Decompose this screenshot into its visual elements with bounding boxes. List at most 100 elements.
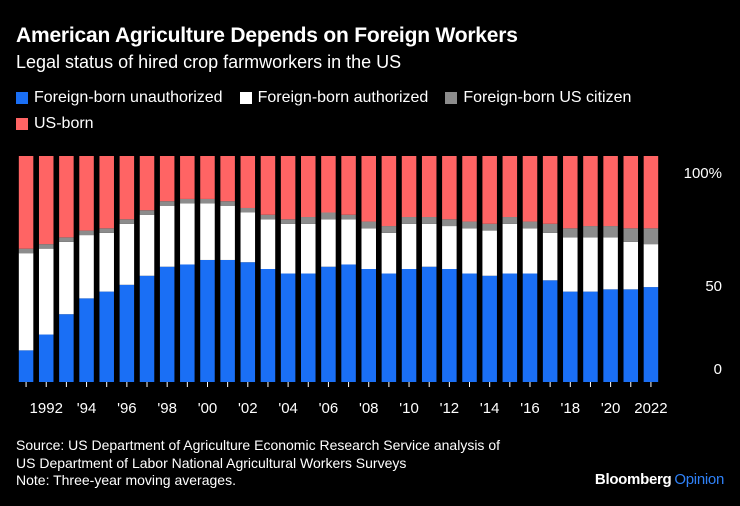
bar-segment [79,298,94,382]
x-tick-label: '08 [359,400,379,417]
bar-segment [180,203,195,265]
bar-segment [442,226,457,269]
chart-footer: Source: US Department of Agriculture Eco… [16,437,500,490]
bar-segment [361,221,376,229]
legend-label-us-born: US-born [34,115,94,132]
bar-segment [18,156,34,249]
x-tick-label: '20 [601,400,621,417]
bar-segment [180,156,195,199]
bar-segment [522,273,538,382]
bar-segment [563,291,578,382]
bar-segment [59,156,74,238]
bar-segment [280,219,296,224]
bar-segment [180,264,195,382]
bar-segment [502,217,518,224]
x-tick-label: '06 [319,400,339,417]
bar-segment [38,334,54,382]
bar-segment [59,241,74,315]
bar-segment [341,214,356,220]
bar-segment [341,264,356,382]
bar-segment [159,205,175,267]
bar-segment [502,156,518,218]
x-tick-label: '94 [77,400,97,417]
bar-segment [623,289,639,382]
bar-segment [442,269,457,382]
bar-segment [280,223,296,274]
bar-segment [421,217,437,224]
chart-title: American Agriculture Depends on Foreign … [16,24,518,47]
x-tick-label: '18 [561,400,581,417]
bar-segment [643,244,659,288]
bar-segment [260,219,276,269]
source-line-2: US Department of Labor National Agricult… [16,454,407,471]
bar-segment [623,156,639,229]
x-tick-label: '00 [198,400,218,417]
y-tick-label: 50 [705,278,722,295]
bar-segment [321,219,336,267]
bar-segment [119,219,135,224]
bar-segment [200,259,215,382]
source-line-1: Source: US Department of Agriculture Eco… [16,437,500,453]
bar-segment [159,156,175,202]
bar-segment [583,226,598,238]
bar-segment [643,228,659,245]
bar-segment [442,219,457,227]
bar-segment [421,223,437,267]
x-tick-label: '10 [399,400,419,417]
bar-segment [18,350,34,382]
x-tick-label: '16 [520,400,540,417]
x-tick-label: '04 [278,400,298,417]
bar-segment [522,221,538,229]
x-tick-label: '96 [117,400,137,417]
bar-segment [381,232,397,274]
bar-segment [200,156,215,199]
x-tick-label: '98 [157,400,177,417]
chart-note: Note: Three-year moving averages. [16,472,236,488]
bar-segment [240,207,256,213]
bar-segment [421,156,437,218]
legend-item-us-citizen: Foreign-born US citizen [445,88,631,108]
bar-segment [119,156,135,220]
bar-segment [462,273,477,382]
bar-segment [59,237,74,242]
bar-segment [563,156,578,229]
brand-name: Bloomberg [594,471,672,488]
bar-segment [341,156,356,215]
bar-segment [321,266,336,382]
chart-subtitle: Legal status of hired crop farmworkers i… [16,52,402,72]
bar-segment [220,156,235,202]
bar-segment [301,156,316,218]
bar-segment [321,156,336,213]
y-tick-label: 100% [684,165,722,182]
bar-segment [583,237,598,292]
bar-segment [643,156,659,229]
bar-segment [79,156,94,231]
legend-item-authorized: Foreign-born authorized [239,88,428,108]
bar-segment [401,223,417,269]
bar-segment [79,230,94,236]
brand-logo: Bloomberg Opinion [595,471,724,488]
legend-swatch-us-citizen [445,92,458,104]
bar-segment [482,223,497,231]
bar-segment [381,226,397,233]
bar-segment [401,217,417,224]
bar-segment [482,275,497,382]
bar-segment [240,156,256,208]
bar-segment [623,241,639,290]
bar-segment [361,269,376,382]
bar-segment [482,230,497,276]
bar-segment [522,156,538,222]
bar-segment [139,156,155,211]
legend: Foreign-born unauthorized Foreign-born a… [16,88,716,134]
bar-segment [421,266,437,382]
bar-segment [542,223,558,233]
bar-segment [301,223,316,274]
bar-segment [139,210,155,215]
bar-segment [563,228,578,238]
bar-segment [18,248,34,254]
bar-segment [99,228,114,233]
bar-segment [603,156,618,227]
bar-segment [583,156,598,227]
bar-segment [623,228,639,242]
bar-segment [38,156,54,245]
